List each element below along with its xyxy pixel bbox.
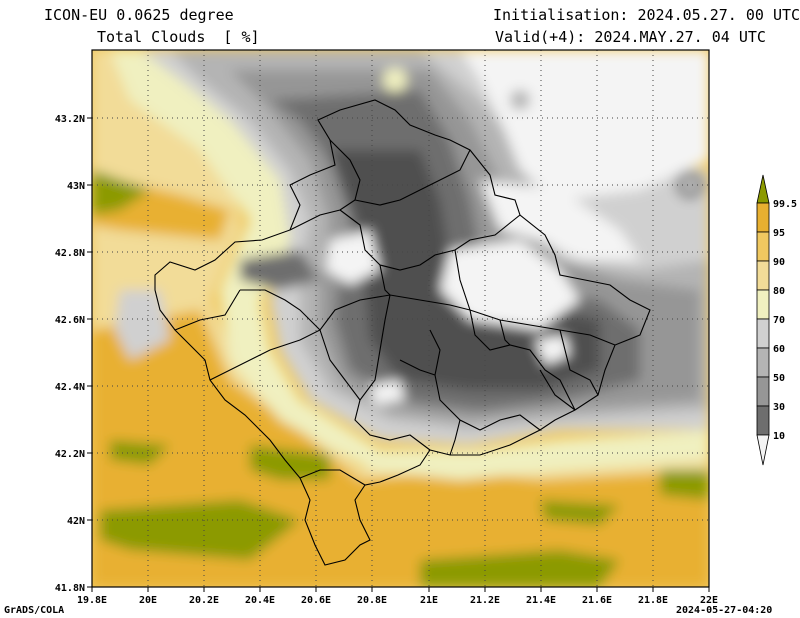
colorbar-label: 60 bbox=[773, 344, 785, 355]
lon-tick-label: 21E bbox=[420, 595, 438, 606]
colorbar-segment bbox=[756, 231, 770, 262]
lon-tick-label: 20.6E bbox=[301, 595, 331, 606]
colorbar-label: 90 bbox=[773, 257, 785, 268]
lon-tick-label: 21.6E bbox=[582, 595, 612, 606]
lon-tick-label: 19.8E bbox=[77, 595, 107, 606]
valid-time: Valid(+4): 2024.MAY.27. 04 UTC bbox=[495, 28, 766, 46]
lat-tick-label: 42.4N bbox=[55, 382, 85, 393]
tick-marks bbox=[87, 117, 710, 592]
lat-tick-label: 42N bbox=[67, 516, 85, 527]
lat-tick-label: 43N bbox=[67, 181, 85, 192]
lon-tick-label: 20E bbox=[139, 595, 157, 606]
colorbar-label: 50 bbox=[773, 373, 785, 384]
lon-tick-label: 20.2E bbox=[189, 595, 219, 606]
colorbar-segment bbox=[756, 376, 770, 407]
colorbar-label: 70 bbox=[773, 315, 785, 326]
lat-tick-label: 42.6N bbox=[55, 315, 85, 326]
colorbar-label: 10 bbox=[773, 431, 785, 442]
lat-tick-label: 42.2N bbox=[55, 449, 85, 460]
administrative-borders bbox=[154, 99, 651, 566]
colorbar-label: 95 bbox=[773, 228, 785, 239]
colorbar-segment bbox=[756, 202, 770, 233]
colorbar-segment bbox=[756, 289, 770, 320]
colorbar-label: 30 bbox=[773, 402, 785, 413]
lat-tick-label: 41.8N bbox=[55, 583, 85, 594]
colorbar-segment bbox=[756, 260, 770, 291]
colorbar-label: 80 bbox=[773, 286, 785, 297]
colorbar bbox=[756, 174, 770, 466]
lon-tick-label: 22E bbox=[700, 595, 718, 606]
colorbar-segment bbox=[756, 405, 770, 436]
model-title: ICON-EU 0.0625 degree bbox=[44, 6, 234, 24]
colorbar-bottom-triangle bbox=[756, 434, 770, 466]
lon-tick-label: 21.4E bbox=[526, 595, 556, 606]
longitude-labels: 19.8E 20E 20.2E 20.4E 20.6E 20.8E 21E 21… bbox=[77, 595, 718, 606]
lon-tick-label: 21.8E bbox=[638, 595, 668, 606]
colorbar-labels: 99.5 95 90 80 70 60 50 30 10 bbox=[773, 199, 797, 442]
render-timestamp: 2024-05-27-04:20 bbox=[676, 605, 773, 616]
lon-tick-label: 21.2E bbox=[470, 595, 500, 606]
lon-tick-label: 20.8E bbox=[357, 595, 387, 606]
lon-tick-label: 20.4E bbox=[245, 595, 275, 606]
colorbar-top-triangle bbox=[756, 174, 770, 204]
colorbar-segment bbox=[756, 347, 770, 378]
cloud-field bbox=[92, 50, 709, 587]
colorbar-label: 99.5 bbox=[773, 199, 797, 210]
initialisation-time: Initialisation: 2024.05.27. 00 UTC bbox=[493, 6, 800, 24]
lat-tick-label: 42.8N bbox=[55, 248, 85, 259]
variable-title: Total Clouds [ %] bbox=[97, 28, 260, 46]
colorbar-segment bbox=[756, 318, 770, 349]
latitude-labels: 43.2N 43N 42.8N 42.6N 42.4N 42.2N 42N 41… bbox=[55, 114, 85, 594]
software-credit: GrADS/COLA bbox=[4, 605, 65, 616]
lat-tick-label: 43.2N bbox=[55, 114, 85, 125]
